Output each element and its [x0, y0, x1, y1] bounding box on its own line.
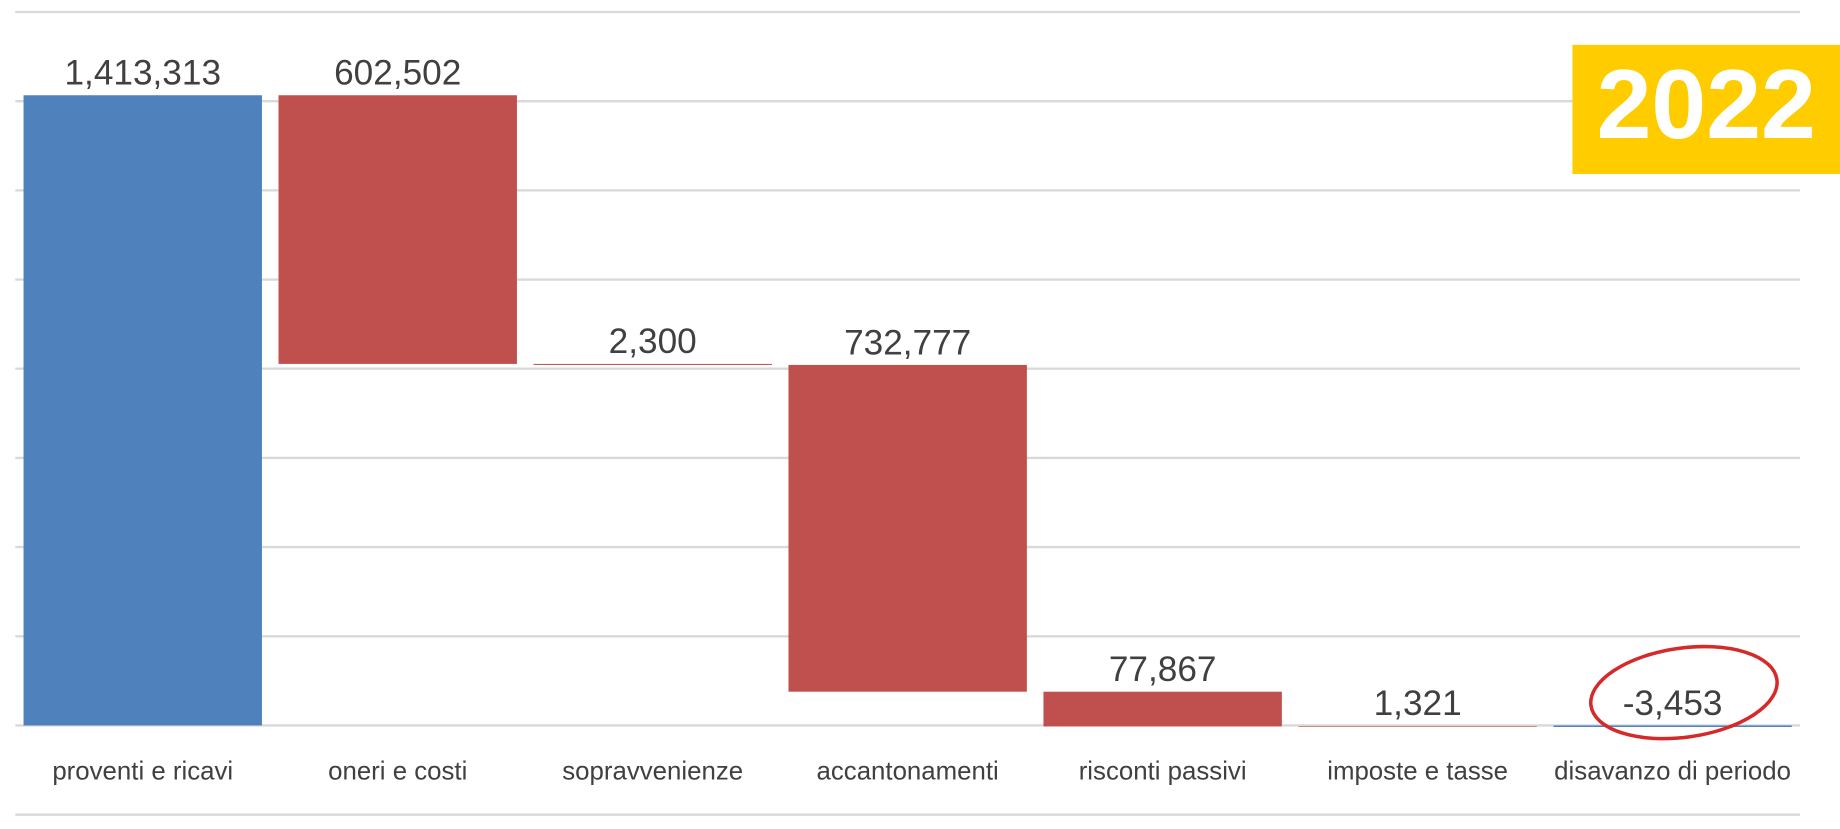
- bar: [1553, 725, 1792, 728]
- highlight-circle: [1588, 644, 1779, 741]
- x-label-box: disavanzo di periodo: [1554, 755, 1792, 786]
- value-label: 77,867: [1109, 650, 1217, 689]
- value-label: -3,453: [1623, 684, 1723, 723]
- bar: [533, 363, 772, 365]
- value-label: 2,300: [609, 322, 697, 361]
- x-label-box: risconti passivi: [1078, 755, 1247, 786]
- bar: [1298, 726, 1537, 728]
- x-tick-label: oneri e costi: [328, 755, 468, 786]
- bar: [23, 95, 262, 726]
- year-badge: [1572, 44, 1840, 174]
- year-badge-text: 2022: [1597, 49, 1816, 159]
- value-label: 602,502: [334, 54, 461, 93]
- bar: [1043, 691, 1282, 727]
- x-label-box: oneri e costi: [328, 755, 468, 786]
- value-label: 1,413,313: [64, 54, 221, 93]
- x-label-box: imposte e tasse: [1327, 755, 1509, 786]
- x-label-box: proventi e ricavi: [52, 755, 234, 786]
- bar: [788, 364, 1027, 692]
- value-label: 732,777: [844, 323, 971, 362]
- x-label-box: accantonamenti: [816, 755, 999, 786]
- x-tick-label: imposte e tasse: [1327, 755, 1509, 786]
- x-tick-label: proventi e ricavi: [52, 755, 234, 786]
- bar: [278, 95, 517, 364]
- x-tick-label: disavanzo di periodo: [1554, 755, 1792, 786]
- x-tick-label: sopravvenienze: [562, 755, 744, 786]
- x-label-box: sopravvenienze: [562, 755, 744, 786]
- marks: 1,413,313 proventi e ricavi 602,502 oneri e…: [23, 54, 1792, 786]
- x-tick-label: accantonamenti: [816, 755, 999, 786]
- value-label: 1,321: [1374, 684, 1462, 723]
- x-tick-label: risconti passivi: [1078, 755, 1247, 786]
